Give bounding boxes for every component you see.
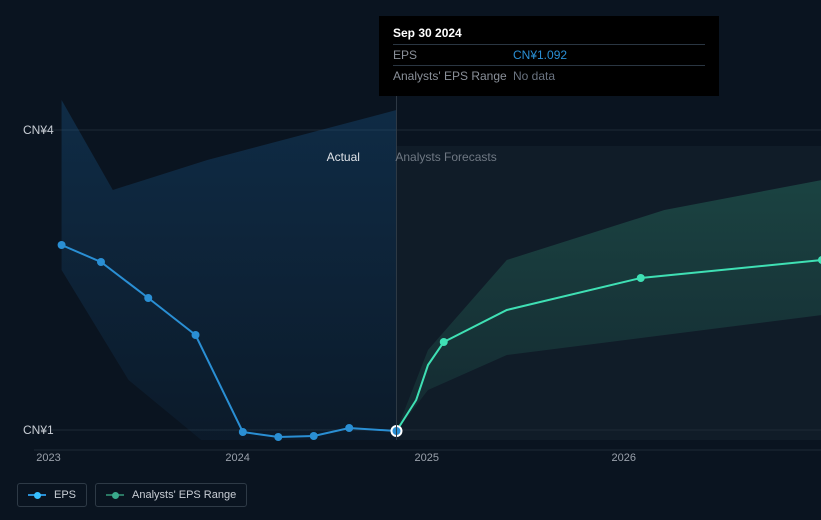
eps-marker[interactable] [144,294,152,302]
x-axis-label: 2025 [415,452,439,464]
eps-marker[interactable] [239,428,247,436]
tooltip-row-value: CN¥1.092 [513,48,567,62]
y-axis-label: CN¥4 [23,123,54,137]
eps-marker[interactable] [310,432,318,440]
legend-label: Analysts' EPS Range [132,489,236,501]
tooltip-rows: EPSCN¥1.092Analysts' EPS RangeNo data [393,44,705,86]
eps-marker[interactable] [345,424,353,432]
region-label-forecast: Analysts Forecasts [395,150,496,164]
legend-swatch-dot [34,492,41,499]
eps-marker[interactable] [274,433,282,441]
eps-marker[interactable] [440,338,448,346]
eps-marker[interactable] [637,274,645,282]
tooltip-row-value: No data [513,69,555,83]
eps-marker[interactable] [192,331,200,339]
tooltip-row-label: Analysts' EPS Range [393,69,513,83]
x-axis-label: 2024 [225,452,249,464]
legend-swatch-line [28,494,46,496]
legend-range[interactable]: Analysts' EPS Range [95,483,247,507]
chart-tooltip: Sep 30 2024 EPSCN¥1.092Analysts' EPS Ran… [379,16,719,96]
y-axis-label: CN¥1 [23,423,54,437]
x-axis-label: 2026 [612,452,636,464]
tooltip-row-label: EPS [393,48,513,62]
tooltip-row: EPSCN¥1.092 [393,44,705,65]
legend-eps[interactable]: EPS [17,483,87,507]
x-axis-label: 2023 [36,452,60,464]
tooltip-date: Sep 30 2024 [393,26,705,40]
chart-legend: EPS Analysts' EPS Range [17,483,247,507]
legend-swatch-line [106,494,124,496]
legend-swatch-dot [112,492,119,499]
legend-label: EPS [54,489,76,501]
region-label-actual: Actual [327,150,360,164]
tooltip-row: Analysts' EPS RangeNo data [393,65,705,86]
eps-marker[interactable] [97,258,105,266]
eps-marker[interactable] [58,241,66,249]
